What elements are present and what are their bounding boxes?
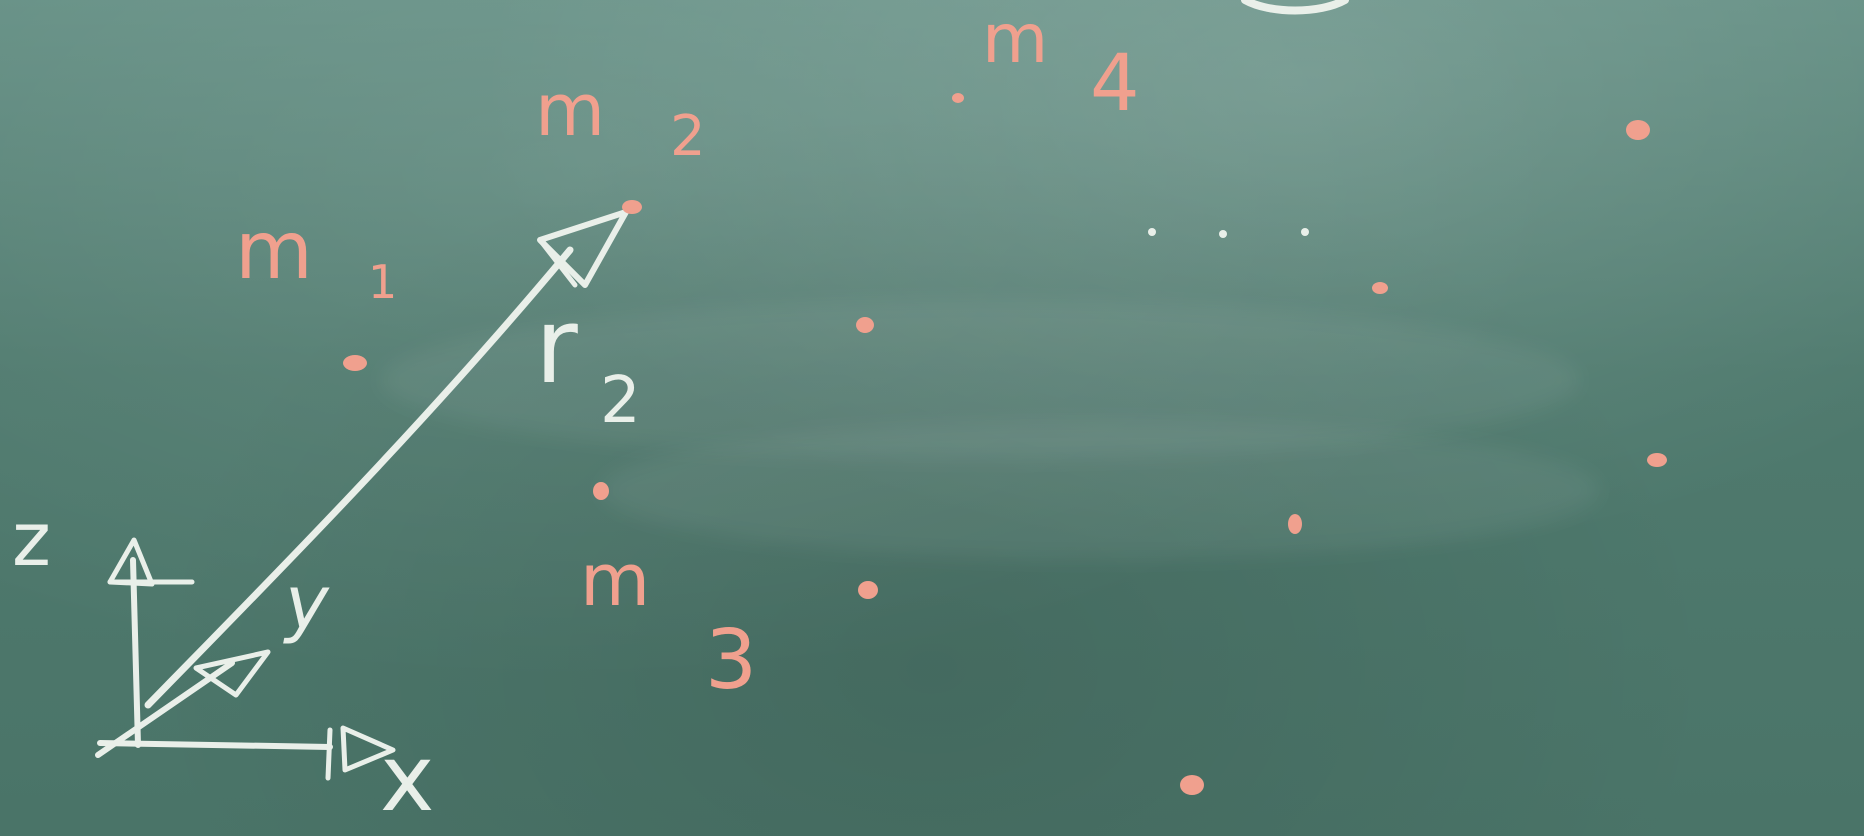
mass-point xyxy=(343,355,367,371)
position-vector-arrow-base xyxy=(537,237,578,288)
mass-point xyxy=(1626,120,1650,140)
mass-point xyxy=(622,200,642,214)
mass-point xyxy=(1180,775,1204,795)
mass-1-subscript: 1 xyxy=(368,255,397,309)
mass-3-subscript: 3 xyxy=(705,613,757,708)
ellipsis-dots xyxy=(1148,228,1309,238)
coordinate-axes xyxy=(95,209,629,781)
y-axis-label: y xyxy=(283,560,330,646)
position-vector-arrowhead xyxy=(537,209,629,288)
position-vector-line xyxy=(144,246,574,709)
z-axis-label: z xyxy=(12,497,51,583)
vector-label-subscript: 2 xyxy=(600,364,641,438)
mass-point xyxy=(858,581,878,599)
mass-1-label: m xyxy=(235,204,313,297)
mass-4-label: m xyxy=(982,0,1048,79)
mass-2-subscript: 2 xyxy=(670,104,706,169)
eraser-smudge xyxy=(380,300,1580,460)
mass-point xyxy=(593,482,609,500)
z-axis-line xyxy=(130,557,141,748)
partial-chalk-stroke xyxy=(1241,0,1349,15)
eraser-smudge xyxy=(600,420,1600,560)
vector-label: r xyxy=(535,285,578,407)
mass-4-subscript: 4 xyxy=(1090,39,1140,129)
x-axis-arrowhead xyxy=(340,725,396,773)
x-axis-label: x xyxy=(380,725,434,832)
y-axis-arrowhead xyxy=(193,649,271,698)
ellipsis-dot xyxy=(1148,228,1156,236)
mass-points xyxy=(343,93,1667,795)
ellipsis-dot xyxy=(1219,230,1227,238)
mass-point xyxy=(1288,514,1302,534)
x-axis-line xyxy=(97,740,333,750)
mass-2-label: m xyxy=(535,68,605,152)
mass-3-label: m xyxy=(580,538,650,622)
mass-point xyxy=(1647,453,1667,467)
mass-point xyxy=(1372,282,1388,294)
x-axis-arrow-base xyxy=(325,727,333,781)
mass-point xyxy=(952,93,964,103)
mass-point xyxy=(856,317,874,333)
ellipsis-dot xyxy=(1301,228,1309,236)
